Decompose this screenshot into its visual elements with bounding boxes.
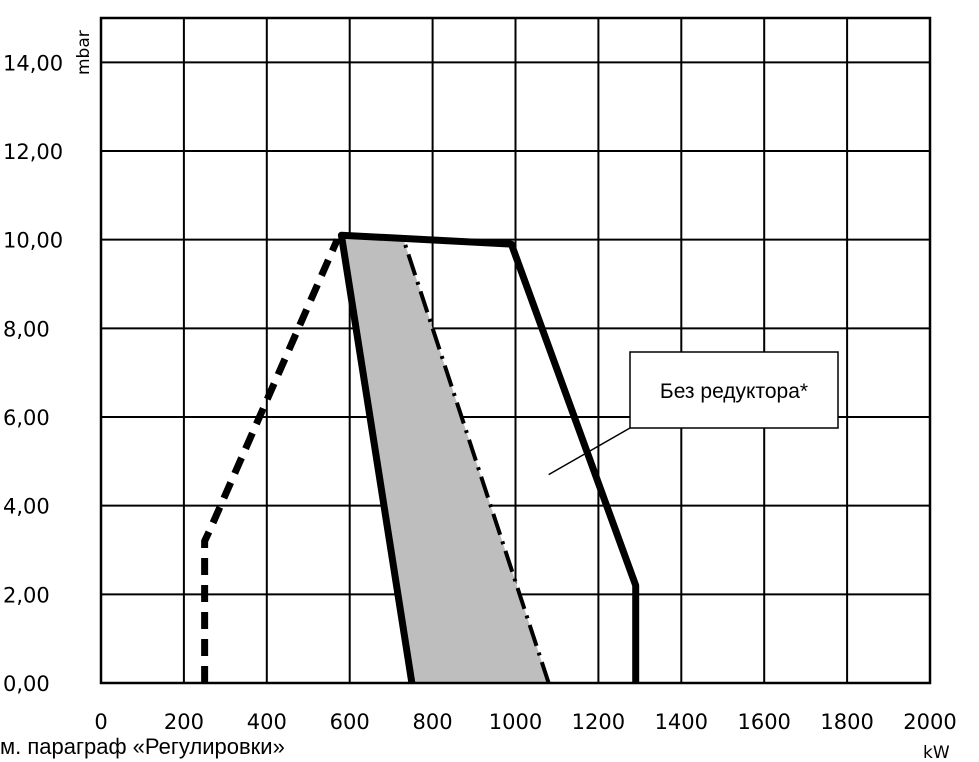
footnote: м. параграф «Регулировки» [0, 734, 285, 759]
x-tick-label: 1000 [489, 710, 542, 734]
curves [201, 231, 640, 684]
shaded-operating-area [341, 237, 549, 683]
x-tick-label: 800 [413, 710, 453, 734]
x-tick-label: 400 [247, 710, 287, 734]
x-tick-label: 0 [94, 710, 107, 734]
plot-frame [99, 16, 932, 685]
y-tick-label: 2,00 [3, 583, 50, 607]
annotation-pointer [548, 427, 631, 476]
y-tick-label: 10,00 [3, 229, 63, 253]
x-tick-label: 600 [330, 710, 370, 734]
y-tick-label: 4,00 [3, 495, 50, 519]
y-tick-label: 14,00 [3, 51, 63, 75]
y-unit-label: mbar [74, 30, 94, 75]
grid [101, 18, 930, 683]
x-tick-label: 1400 [655, 710, 708, 734]
x-tick-label: 1200 [572, 710, 625, 734]
y-tick-labels: 0,00 2,00 4,00 6,00 8,00 10,00 12,00 14,00 [3, 51, 63, 696]
x-tick-labels: 0 200 400 600 800 1000 1200 1400 1600 1800 2000 [94, 710, 956, 734]
series-line-solid [337, 231, 640, 684]
y-tick-label: 0,00 [3, 672, 50, 696]
x-tick-label: 2000 [903, 710, 956, 734]
frame-rect [99, 16, 932, 685]
y-tick-label: 8,00 [3, 317, 50, 341]
y-tick-label: 12,00 [3, 140, 63, 164]
annotation-box [629, 351, 839, 429]
series-line-dashed [201, 238, 341, 683]
annotation-text: Без редуктора* [660, 380, 808, 403]
x-tick-label: 1600 [737, 710, 790, 734]
x-tick-label: 200 [164, 710, 204, 734]
y-tick-label: 6,00 [3, 406, 50, 430]
x-tick-label: 1800 [820, 710, 873, 734]
x-unit-label: kW [923, 743, 950, 762]
